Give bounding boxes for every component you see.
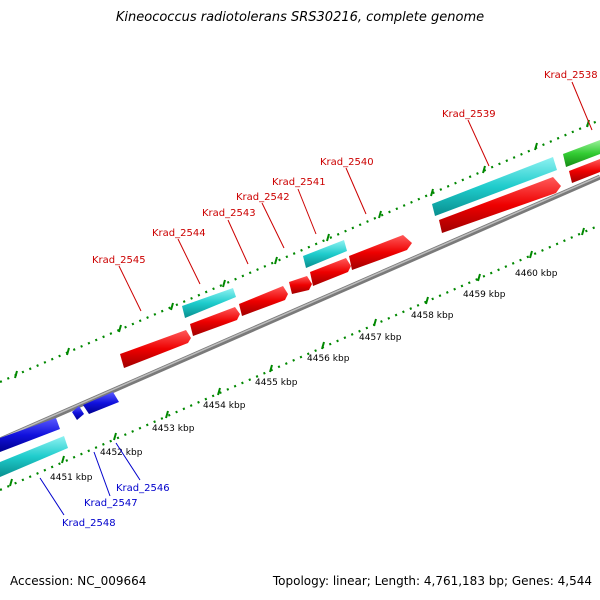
- cds-krad-2542[interactable]: [289, 276, 312, 294]
- gene-bar-krad-2539[interactable]: [432, 157, 557, 216]
- genome-backbone: [0, 174, 600, 443]
- scale-labels: 4451 kbp 4452 kbp 4453 kbp 4454 kbp 4455…: [50, 269, 558, 483]
- gene-label-krad-2541[interactable]: Krad_2541: [272, 177, 326, 188]
- scale-label-4455: 4455 kbp: [255, 378, 298, 388]
- map-title: Kineococcus radiotolerans SRS30216, comp…: [115, 10, 485, 25]
- scale-label-4460: 4460 kbp: [515, 269, 558, 279]
- cds-krad-2548[interactable]: [0, 418, 60, 452]
- scale-label-4453: 4453 kbp: [152, 424, 195, 434]
- cds-krad-2546[interactable]: [83, 392, 119, 414]
- cds-krad-2547[interactable]: [72, 406, 84, 420]
- gene-label-krad-2545[interactable]: Krad_2545: [92, 255, 146, 266]
- reverse-major-ticks: [9, 227, 585, 487]
- scale-label-4452: 4452 kbp: [100, 448, 143, 458]
- gene-bar-krad-2548[interactable]: [0, 436, 68, 477]
- gene-label-krad-2542[interactable]: Krad_2542: [236, 192, 290, 203]
- scale-label-4451: 4451 kbp: [50, 473, 93, 483]
- scale-label-4457: 4457 kbp: [359, 333, 402, 343]
- gene-labels: Krad_2538 Krad_2539 Krad_2540 Krad_2541 …: [62, 70, 598, 529]
- forward-dotted-track: [0, 118, 600, 384]
- forward-cds-row: [120, 159, 600, 368]
- gene-label-krad-2548[interactable]: Krad_2548: [62, 518, 116, 529]
- cds-krad-2544[interactable]: [190, 307, 240, 336]
- cds-krad-2545[interactable]: [120, 330, 191, 368]
- cds-krad-2539[interactable]: [439, 177, 561, 233]
- forward-gene-row: [182, 140, 600, 318]
- reverse-cds-row: [0, 392, 119, 452]
- reverse-callout-lines: [39, 442, 141, 516]
- gene-label-krad-2543[interactable]: Krad_2543: [202, 208, 256, 219]
- gene-label-krad-2546[interactable]: Krad_2546: [116, 483, 170, 494]
- reverse-gene-row: [0, 436, 68, 477]
- gene-bar-krad-2545[interactable]: [182, 288, 236, 318]
- gene-label-krad-2544[interactable]: Krad_2544: [152, 228, 206, 239]
- gene-label-krad-2539[interactable]: Krad_2539: [442, 109, 496, 120]
- genome-summary-text: Topology: linear; Length: 4,761,183 bp; …: [272, 574, 592, 588]
- cds-krad-2543[interactable]: [239, 286, 288, 316]
- reverse-dotted-track: [0, 223, 600, 492]
- cds-krad-2540[interactable]: [349, 235, 412, 270]
- scale-label-4456: 4456 kbp: [307, 354, 350, 364]
- forward-callout-lines: [118, 81, 593, 312]
- cds-krad-2538[interactable]: [569, 159, 600, 183]
- scale-label-4459: 4459 kbp: [463, 290, 506, 300]
- gene-label-krad-2547[interactable]: Krad_2547: [84, 498, 138, 509]
- gene-label-krad-2538[interactable]: Krad_2538: [544, 70, 598, 81]
- accession-text: Accession: NC_009664: [10, 574, 147, 588]
- cds-krad-2541[interactable]: [310, 258, 351, 286]
- other-feature-krad-2538[interactable]: [563, 140, 600, 167]
- gene-label-krad-2540[interactable]: Krad_2540: [320, 157, 374, 168]
- scale-label-4458: 4458 kbp: [411, 311, 454, 321]
- scale-label-4454: 4454 kbp: [203, 401, 246, 411]
- gene-bar-krad-2540[interactable]: [303, 240, 347, 268]
